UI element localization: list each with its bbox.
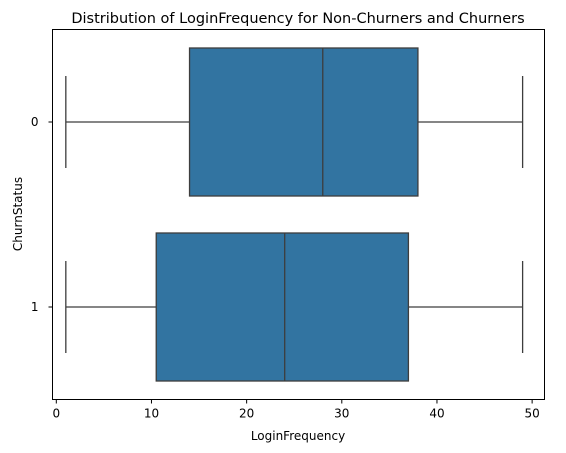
- x-tick-label: 20: [239, 407, 254, 421]
- y-tick-label: 1: [31, 300, 39, 314]
- y-tick-label: 0: [31, 115, 39, 129]
- box-group-1: [65, 232, 524, 382]
- box-0: [188, 47, 419, 197]
- chart-title: Distribution of LoginFrequency for Non-C…: [71, 11, 524, 27]
- x-axis: 0 10 20 30 40 50: [52, 399, 540, 421]
- plot-frame: [52, 29, 545, 400]
- box-1: [155, 232, 410, 382]
- box-group-0: [65, 47, 524, 197]
- y-axis: 01: [31, 115, 53, 314]
- x-tick-label: 50: [524, 407, 539, 421]
- x-tick-label: 40: [429, 407, 444, 421]
- x-axis-label: LoginFrequency: [251, 429, 345, 443]
- plot-area: [65, 47, 524, 382]
- y-axis-label: ChurnStatus: [11, 177, 25, 251]
- x-tick-label: 30: [334, 407, 349, 421]
- x-tick-label: 0: [52, 407, 60, 421]
- x-tick-label: 10: [144, 407, 159, 421]
